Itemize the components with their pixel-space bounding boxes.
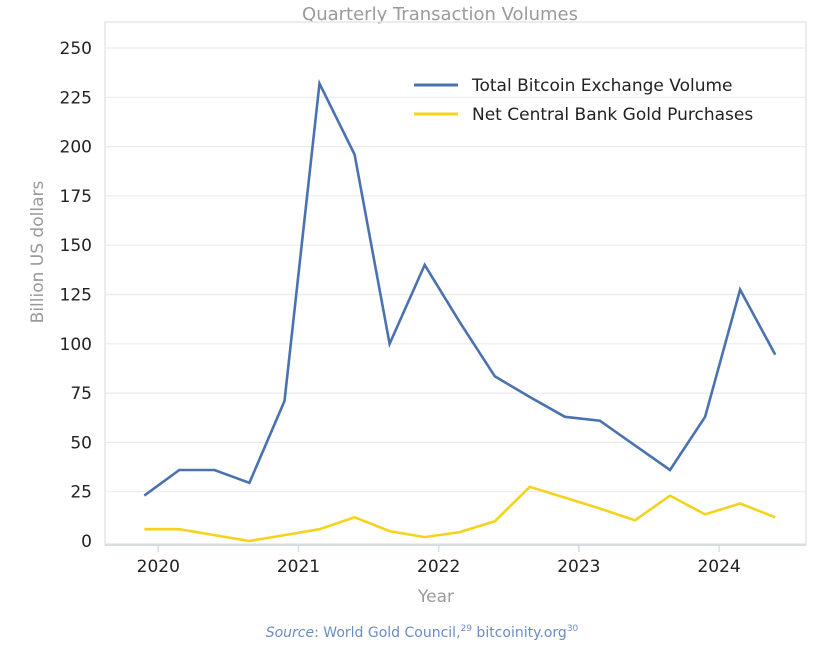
legend-label-bitcoin: Total Bitcoin Exchange Volume (471, 76, 733, 96)
y-tick-label: 75 (70, 384, 92, 404)
x-tick-label: 2020 (137, 557, 180, 577)
y-tick-label: 0 (81, 532, 92, 552)
y-tick-label: 200 (60, 138, 92, 158)
y-tick-label: 225 (60, 88, 92, 108)
x-tick-label: 2021 (277, 557, 320, 577)
plot-frame (105, 22, 806, 544)
y-tick-label: 100 (60, 335, 92, 355)
source-note: Source: World Gold Council,29 bitcoinity… (266, 624, 579, 641)
x-tick-label: 2023 (557, 557, 600, 577)
y-tick-label: 125 (60, 286, 92, 306)
source-ref-1: 29 (461, 624, 473, 634)
legend: Total Bitcoin Exchange Volume Net Centra… (414, 76, 753, 125)
y-tick-label: 175 (60, 187, 92, 207)
x-tick-label: 2024 (697, 557, 740, 577)
y-tick-label: 50 (70, 433, 92, 453)
x-axis-label: Year (417, 587, 454, 607)
y-tick-labels: 0 25 50 75 100 125 150 175 200 225 250 (60, 39, 92, 552)
source-text-2: bitcoinity.org (472, 625, 567, 641)
y-tick-label: 150 (60, 236, 92, 256)
series-line-bitcoin (144, 84, 775, 496)
x-tick-labels: 2020 2021 2022 2023 2024 (137, 545, 741, 577)
y-tick-label: 250 (60, 39, 92, 59)
series-lines (144, 83, 775, 541)
source-text: : World Gold Council, (314, 625, 460, 641)
source-label: Source (266, 625, 314, 641)
y-axis-label: Billion US dollars (28, 181, 48, 324)
series-line-gold (144, 487, 775, 541)
source-ref-2: 30 (567, 624, 579, 634)
legend-label-gold: Net Central Bank Gold Purchases (472, 105, 753, 125)
x-tick-label: 2022 (417, 557, 460, 577)
y-tick-label: 25 (70, 483, 92, 503)
